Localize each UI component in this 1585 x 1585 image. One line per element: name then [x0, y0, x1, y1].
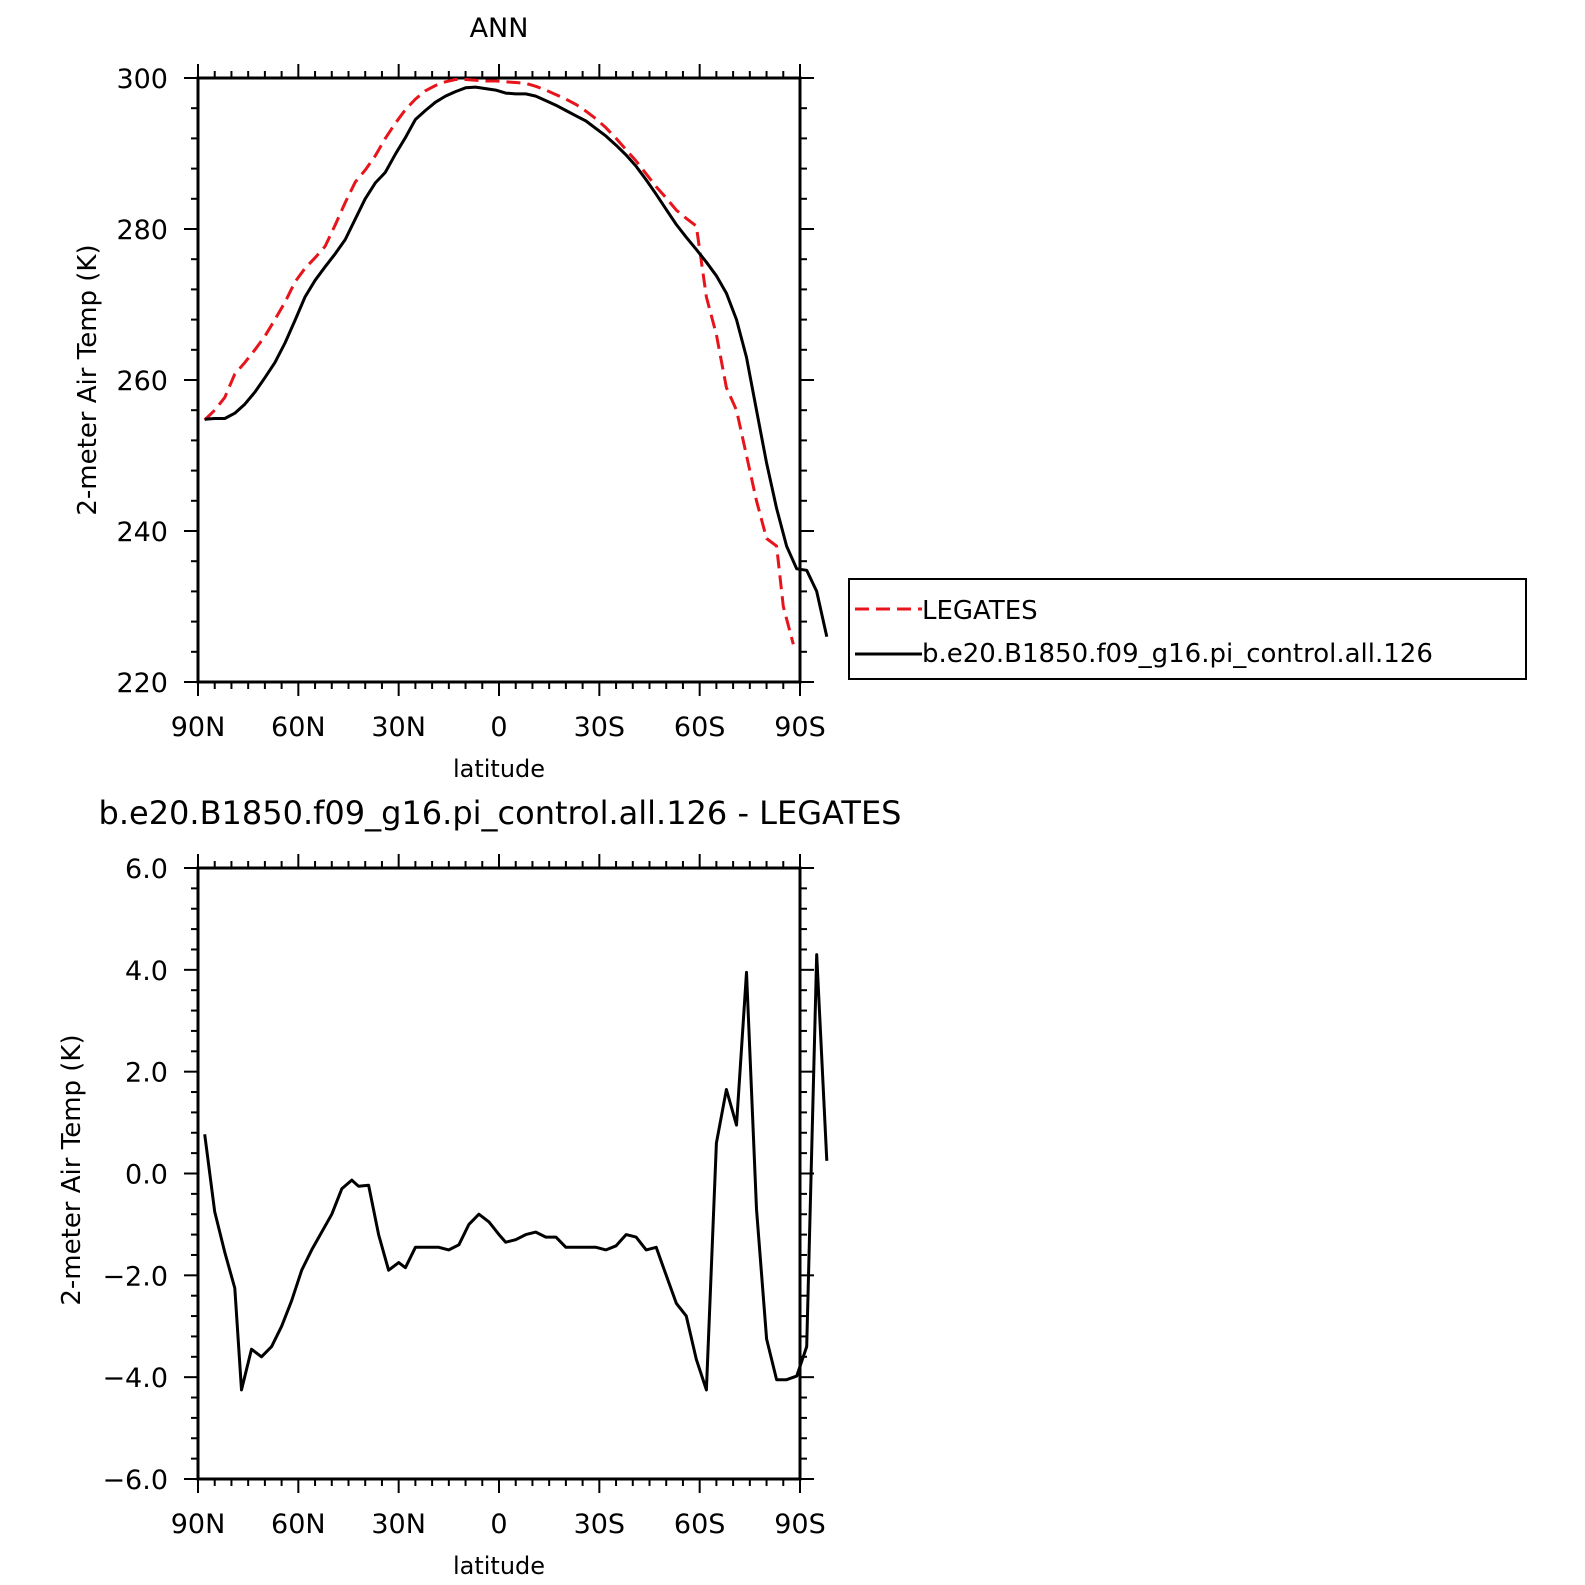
- top-x-axis-label: latitude: [453, 755, 545, 783]
- top-series-layer: [203, 78, 829, 645]
- x-tick-label: 90S: [774, 712, 826, 743]
- bottom-panel: b.e20.B1850.f09_g16.pi_control.all.126 -…: [57, 794, 901, 1580]
- difference-line: [203, 953, 829, 1392]
- y-tick-label: −6.0: [102, 1465, 168, 1496]
- y-tick-label: 280: [116, 215, 168, 246]
- x-tick-label: 90N: [171, 1509, 226, 1540]
- legend-box: [848, 578, 1527, 680]
- x-tick-label: 30S: [574, 712, 626, 743]
- top-x-tick-labels: 90N 60N 30N 0 30S 60S 90S: [171, 712, 826, 743]
- x-tick-label: 60N: [271, 1509, 326, 1540]
- legend-label-legates: LEGATES: [922, 596, 1038, 626]
- bottom-y-tick-labels: −6.0 −4.0 −2.0 0.0 2.0 4.0 6.0: [102, 854, 168, 1496]
- y-tick-label: 4.0: [125, 956, 168, 987]
- y-tick-label: −2.0: [102, 1261, 168, 1292]
- bottom-series-layer: [203, 953, 829, 1392]
- x-tick-label: 60N: [271, 712, 326, 743]
- top-y-axis-label: 2-meter Air Temp (K): [73, 244, 103, 515]
- bottom-x-tick-labels: 90N 60N 30N 0 30S 60S 90S: [171, 1509, 826, 1540]
- x-tick-label: 90N: [171, 712, 226, 743]
- top-plot-frame: [196, 76, 802, 684]
- x-tick-label: 60S: [674, 1509, 726, 1540]
- bottom-chart-title: b.e20.B1850.f09_g16.pi_control.all.126 -…: [99, 794, 902, 832]
- y-tick-label: 240: [116, 517, 168, 548]
- x-tick-label: 0: [490, 1509, 507, 1540]
- bottom-axis-ticks: [184, 854, 814, 1493]
- y-tick-label: 0.0: [125, 1160, 168, 1191]
- series-line-legates: [203, 78, 795, 645]
- x-tick-label: 0: [490, 712, 507, 743]
- y-tick-label: 6.0: [125, 854, 168, 885]
- bottom-y-axis-label: 2-meter Air Temp (K): [57, 1034, 87, 1305]
- y-tick-label: 260: [116, 366, 168, 397]
- y-tick-label: 300: [116, 64, 168, 95]
- top-y-tick-labels: 220 240 260 280 300: [116, 64, 168, 699]
- bottom-plot-frame: [196, 866, 802, 1481]
- legend: LEGATES b.e20.B1850.f09_g16.pi_control.a…: [848, 578, 1527, 680]
- x-tick-label: 30N: [371, 1509, 426, 1540]
- y-tick-label: 2.0: [125, 1058, 168, 1089]
- top-axis-ticks: [184, 64, 814, 696]
- top-panel: ANN 90N 60N 30N 0 30S 60S 90S 220240260280300 …: [73, 13, 1527, 783]
- y-tick-label: −4.0: [102, 1363, 168, 1394]
- y-tick-label: 220: [116, 668, 168, 699]
- x-tick-label: 30N: [371, 712, 426, 743]
- bottom-x-axis-label: latitude: [453, 1552, 545, 1580]
- x-tick-label: 60S: [674, 712, 726, 743]
- top-chart-title: ANN: [470, 13, 529, 44]
- series-line-model: [204, 85, 829, 638]
- x-tick-label: 30S: [574, 1509, 626, 1540]
- legend-label-model: b.e20.B1850.f09_g16.pi_control.all.126: [922, 639, 1433, 669]
- x-tick-label: 90S: [774, 1509, 826, 1540]
